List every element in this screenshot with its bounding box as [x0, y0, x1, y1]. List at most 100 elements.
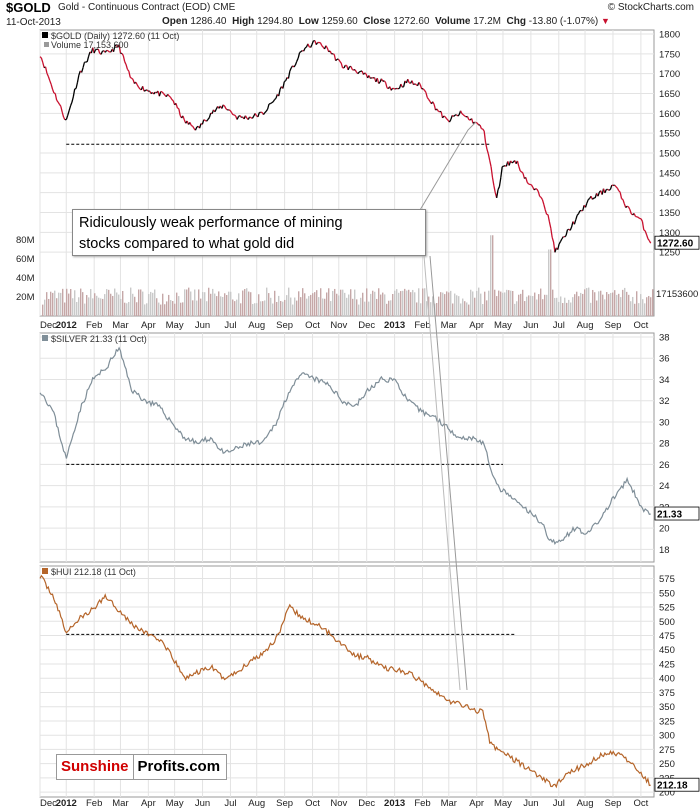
- gold-price-segment: [107, 50, 110, 53]
- volume-bar: [600, 290, 602, 316]
- volume-bar: [176, 292, 178, 316]
- volume-bar: [298, 291, 300, 316]
- gold-price-segment: [609, 184, 613, 190]
- gold-price-segment: [287, 71, 291, 79]
- gold-price-segment: [57, 101, 60, 105]
- gold-price-segment: [257, 112, 260, 118]
- volume-bar: [488, 290, 490, 316]
- volume-bar: [464, 301, 466, 316]
- volume-bar: [608, 294, 610, 316]
- gold-price-segment: [68, 105, 72, 111]
- open-value: 1286.40: [190, 16, 227, 27]
- gold-price-segment: [633, 213, 637, 217]
- gold-price-segment: [626, 205, 629, 208]
- volume-bar: [520, 293, 522, 316]
- x-tick-label: Mar: [441, 798, 457, 809]
- gold-price-segment: [425, 92, 428, 98]
- volume-bar: [490, 235, 492, 316]
- volume-bar: [62, 288, 64, 316]
- annotation-pointer-gold: [419, 121, 477, 211]
- gold-price-segment: [154, 91, 157, 94]
- volume-bar: [286, 295, 288, 316]
- volume-bar: [140, 289, 142, 316]
- x-tick-label: 2012: [56, 320, 77, 331]
- gold-price-segment: [537, 191, 541, 197]
- volume-bar: [184, 289, 186, 316]
- volume-bar: [230, 291, 232, 316]
- gold-price-segment: [236, 116, 240, 120]
- volume-bar: [414, 292, 416, 316]
- gold-price-segment: [616, 187, 620, 192]
- volume-bar: [148, 294, 150, 316]
- gold-price-segment: [521, 171, 524, 174]
- hui-price-line: [39, 574, 651, 789]
- volume-bar: [578, 296, 580, 316]
- volume-bar: [476, 290, 478, 316]
- volume-bar: [408, 289, 410, 316]
- gold-price-segment: [621, 198, 624, 201]
- volume-bar: [308, 296, 310, 316]
- volume-bar: [454, 293, 456, 316]
- silver-ytick-label: 26: [659, 460, 670, 471]
- x-tick-label: Oct: [305, 798, 320, 809]
- site-credit[interactable]: © StockCharts.com: [607, 2, 694, 13]
- volume-bar: [250, 292, 252, 316]
- volume-bar: [500, 291, 502, 316]
- volume-bar: [602, 294, 604, 316]
- gold-price-segment: [93, 49, 97, 54]
- volume-bar: [102, 298, 104, 316]
- gold-price-segment: [145, 89, 148, 92]
- gold-price-segment: [364, 72, 367, 75]
- gold-price-segment: [177, 107, 180, 110]
- volume-bar: [444, 294, 446, 316]
- volume-bar: [268, 293, 270, 316]
- volume-bar: [348, 294, 350, 316]
- hui-ytick-label: 200: [659, 788, 675, 799]
- high-label: High: [232, 16, 255, 27]
- gold-price-segment: [352, 68, 354, 71]
- gold-price-segment: [573, 219, 577, 225]
- gold-price-segment: [168, 95, 171, 98]
- volume-bar: [202, 292, 204, 316]
- gold-price-segment: [74, 87, 77, 90]
- gold-price-segment: [615, 186, 618, 189]
- gold-price-segment: [395, 87, 398, 90]
- volume-bar: [466, 302, 468, 316]
- hui-ytick-label: 500: [659, 617, 675, 628]
- volume-bar: [110, 293, 112, 316]
- volume-bar: [264, 300, 266, 316]
- volume-bar: [506, 289, 508, 316]
- gold-price-segment: [204, 119, 207, 122]
- gold-price-segment: [71, 96, 74, 103]
- volume-bar: [574, 294, 576, 316]
- gold-price-segment: [222, 104, 226, 107]
- gold-price-segment: [629, 209, 632, 214]
- volume-bar: [650, 297, 652, 316]
- gold-price-segment: [294, 61, 298, 66]
- gold-price-segment: [587, 197, 591, 201]
- volume-bar: [552, 289, 554, 316]
- gold-price-segment: [300, 50, 303, 53]
- gold-price-segment: [138, 86, 141, 90]
- volume-bar: [50, 291, 52, 316]
- x-tick-label: Apr: [141, 798, 156, 809]
- high-value: 1294.80: [257, 16, 294, 27]
- x-tick-label: Jun: [195, 320, 210, 331]
- x-tick-label: Nov: [330, 798, 347, 809]
- volume-bar: [360, 297, 362, 316]
- volume-bar: [92, 298, 94, 316]
- volume-bar: [56, 298, 58, 316]
- volume-bar: [638, 303, 640, 316]
- volume-bar: [534, 292, 536, 316]
- volume-bar: [88, 297, 90, 316]
- gold-price-segment: [182, 115, 185, 121]
- x-tick-label: Mar: [112, 320, 128, 331]
- silver-ytick-label: 20: [659, 524, 670, 535]
- gold-price-segment: [552, 241, 556, 253]
- volume-bar: [284, 299, 286, 316]
- volume-bar: [80, 288, 82, 316]
- x-tick-label: 2012: [56, 798, 77, 809]
- gold-price-segment: [65, 115, 69, 120]
- x-tick-label: Jun: [523, 320, 538, 331]
- volume-bar: [74, 290, 76, 316]
